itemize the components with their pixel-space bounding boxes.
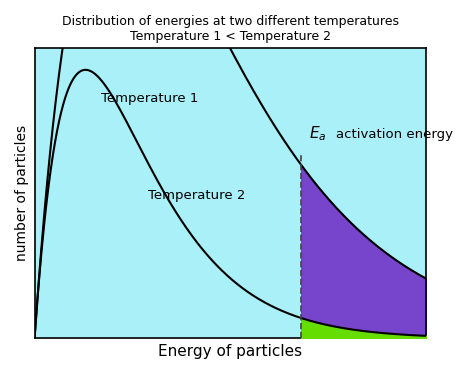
X-axis label: Energy of particles: Energy of particles (158, 344, 302, 359)
Text: Temperature 2: Temperature 2 (148, 189, 246, 202)
Text: activation energy: activation energy (337, 128, 453, 141)
Title: Distribution of energies at two different temperatures
Temperature 1 < Temperatu: Distribution of energies at two differen… (62, 15, 399, 43)
Text: Temperature 1: Temperature 1 (101, 92, 199, 105)
Text: $E_a$: $E_a$ (309, 124, 327, 142)
Y-axis label: number of particles: number of particles (15, 125, 29, 261)
